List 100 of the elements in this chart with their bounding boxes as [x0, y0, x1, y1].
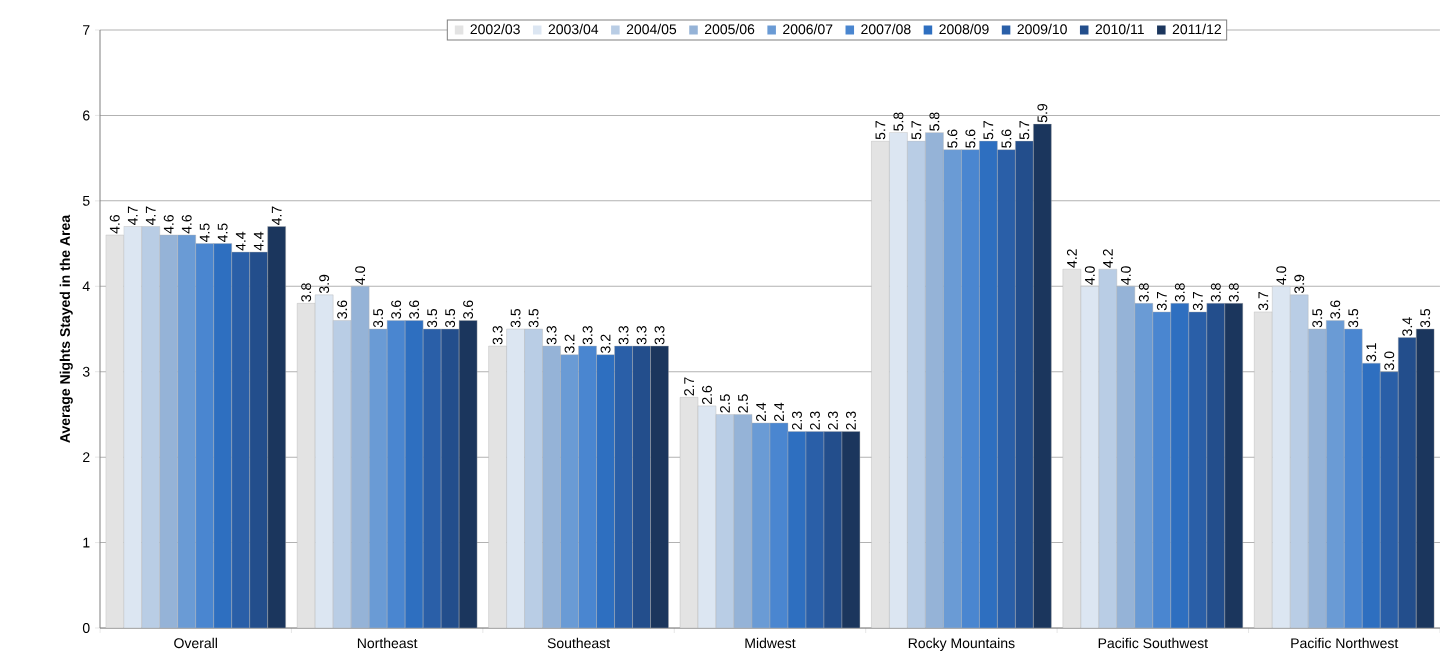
- data-label: 4.0: [1276, 266, 1287, 285]
- data-label: 4.4: [235, 231, 246, 251]
- bar: [1380, 371, 1399, 628]
- data-label: 3.1: [1366, 343, 1377, 362]
- bar: [1326, 320, 1345, 628]
- data-label: 3.2: [564, 334, 575, 353]
- data-label: 4.0: [355, 266, 366, 285]
- bar: [907, 140, 926, 628]
- data-label: 3.6: [337, 300, 348, 319]
- bar: [943, 149, 962, 628]
- data-label: 3.9: [319, 274, 330, 294]
- bar: [1344, 328, 1363, 628]
- data-label: 3.8: [1210, 283, 1221, 302]
- bar: [542, 345, 561, 628]
- bar: [1416, 328, 1435, 628]
- bar: [195, 243, 214, 628]
- bar: [177, 234, 196, 628]
- data-label: 3.4: [1402, 317, 1413, 336]
- data-label: 3.6: [1330, 300, 1341, 319]
- data-label: 5.6: [965, 129, 976, 148]
- data-label: 2.5: [720, 394, 730, 413]
- bar: [961, 149, 980, 628]
- data-label: 3.8: [301, 283, 312, 302]
- data-label: 3.5: [510, 308, 521, 328]
- bar: [1116, 286, 1136, 628]
- bar: [1308, 328, 1327, 628]
- y-tick-label: 2: [83, 452, 90, 463]
- bar: [506, 328, 525, 628]
- data-label: 4.6: [109, 214, 120, 234]
- data-label: 3.3: [492, 326, 503, 345]
- bar: [1188, 311, 1208, 628]
- legend-label: 2004/05: [626, 23, 677, 35]
- bar: [650, 345, 669, 628]
- bar: [925, 132, 944, 628]
- legend-label: 2011/12: [1172, 23, 1221, 35]
- data-label: 5.6: [1001, 129, 1012, 148]
- legend-label: 2006/07: [783, 23, 833, 35]
- data-label: 5.7: [911, 121, 922, 140]
- data-label: 4.7: [127, 206, 138, 225]
- data-label: 3.3: [582, 326, 593, 345]
- data-label: 5.8: [929, 112, 940, 131]
- data-label: 3.8: [1138, 283, 1149, 302]
- data-label: 4.7: [145, 206, 156, 225]
- data-label: 2.4: [756, 402, 766, 422]
- data-label: 4.4: [253, 231, 264, 251]
- data-label: 3.3: [546, 326, 557, 345]
- bar: [1398, 337, 1417, 628]
- y-axis-title: Average Nights Stayed in the Area: [59, 214, 73, 443]
- bar: [1152, 311, 1172, 628]
- data-label: 2.3: [810, 411, 820, 430]
- bar: [1290, 294, 1309, 628]
- bar: [889, 132, 908, 628]
- legend-label: 2009/10: [1017, 23, 1067, 35]
- data-label: 3.6: [409, 300, 420, 319]
- data-label: 3.5: [1312, 308, 1323, 328]
- bar: [249, 251, 268, 628]
- data-label: 5.9: [1037, 103, 1048, 123]
- data-label: 3.0: [1384, 351, 1395, 370]
- legend-label: 2008/09: [939, 23, 989, 35]
- y-tick-label: 6: [83, 110, 90, 121]
- y-tick-label: 4: [82, 281, 90, 292]
- bar: [1015, 140, 1034, 628]
- data-label: 5.7: [983, 121, 994, 140]
- data-label: 5.7: [1019, 121, 1030, 140]
- data-label: 3.3: [636, 326, 647, 345]
- legend-label: 2002/03: [470, 23, 520, 35]
- bar: [632, 345, 651, 628]
- y-tick-label: 0: [82, 623, 90, 633]
- data-label: 4.5: [217, 223, 228, 243]
- data-label: 3.2: [600, 334, 611, 353]
- data-label: 4.7: [271, 206, 282, 225]
- bar: [1224, 303, 1243, 628]
- data-label: 4.0: [1084, 266, 1095, 285]
- legend-label: 2003/04: [548, 23, 599, 35]
- data-label: 3.5: [445, 308, 456, 328]
- bar: [141, 226, 160, 628]
- data-label: 3.8: [1174, 283, 1185, 302]
- y-tick-label: 7: [83, 25, 90, 35]
- data-label: 2.7: [684, 377, 694, 396]
- bar: [159, 234, 178, 628]
- bar: [314, 294, 334, 628]
- x-tick-label: Midwest: [745, 637, 796, 649]
- data-label: 4.6: [181, 214, 192, 234]
- x-tick-label: Overall: [174, 637, 217, 649]
- data-label: 4.2: [1066, 249, 1077, 268]
- bar: [267, 226, 286, 628]
- data-label: 3.7: [1192, 291, 1203, 311]
- data-label: 3.7: [1156, 291, 1167, 311]
- data-label: 3.9: [1294, 274, 1305, 294]
- data-label: 3.5: [427, 308, 438, 328]
- bar: [1206, 303, 1225, 628]
- data-label: 3.5: [1420, 308, 1431, 328]
- data-label: 2.3: [828, 411, 838, 430]
- data-label: 4.5: [199, 223, 210, 243]
- data-label: 3.5: [1348, 308, 1359, 328]
- y-tick-label: 1: [83, 537, 90, 548]
- legend-label: 2007/08: [861, 23, 911, 35]
- bar: [614, 345, 633, 628]
- data-label: 5.6: [947, 129, 958, 148]
- x-tick-label: Rocky Mountains: [908, 637, 1015, 651]
